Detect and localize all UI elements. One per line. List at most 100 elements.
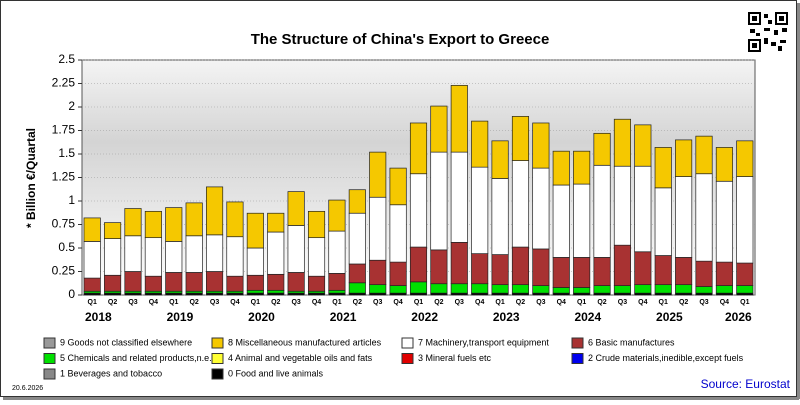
bar-segment bbox=[654, 255, 672, 286]
date: 20.6.2026 bbox=[12, 385, 43, 392]
bar-segment bbox=[144, 237, 162, 277]
shadow bbox=[797, 3, 800, 399]
source: Source: Eurostat bbox=[701, 377, 791, 391]
x-tick-label: Q2 bbox=[271, 299, 280, 306]
x-tick-label: Q2 bbox=[679, 299, 688, 306]
bar-segment bbox=[654, 187, 672, 256]
bar-segment bbox=[736, 285, 754, 294]
x-tick-label: Q1 bbox=[740, 299, 749, 306]
year-label: 2018 bbox=[85, 310, 112, 324]
bar-segment bbox=[287, 191, 305, 226]
bar-segment bbox=[471, 120, 489, 168]
bar-segment bbox=[593, 164, 611, 258]
x-tick-label: Q1 bbox=[251, 299, 260, 306]
legend-swatch bbox=[43, 353, 56, 364]
x-tick-label: Q4 bbox=[638, 299, 647, 306]
legend-label: 5 Chemicals and related products,n.e.s. bbox=[60, 353, 219, 363]
x-tick-label: Q4 bbox=[557, 299, 566, 306]
bar-segment bbox=[389, 167, 407, 206]
legend-swatch bbox=[43, 337, 56, 349]
bar-segment bbox=[450, 283, 468, 294]
x-tick-label: Q2 bbox=[516, 299, 525, 306]
bar-segment bbox=[206, 234, 224, 272]
bar-segment bbox=[369, 196, 387, 261]
bar-segment bbox=[450, 242, 468, 285]
x-tick-label: Q1 bbox=[169, 299, 178, 306]
bar-segment bbox=[552, 150, 570, 186]
bar-segment bbox=[165, 207, 183, 242]
bar-segment bbox=[634, 284, 652, 294]
bar-segment bbox=[226, 275, 244, 292]
bar-segment bbox=[267, 212, 285, 233]
x-tick-label: Q4 bbox=[393, 299, 402, 306]
bar-segment bbox=[287, 272, 305, 292]
bar-segment bbox=[491, 178, 509, 255]
bar-segment bbox=[430, 105, 448, 153]
bar-segment bbox=[675, 176, 693, 258]
bar-segment bbox=[267, 231, 285, 275]
x-tick-label: Q3 bbox=[699, 299, 708, 306]
bar-segment bbox=[124, 235, 142, 272]
bar-segment bbox=[206, 186, 224, 236]
bar-segment bbox=[267, 289, 285, 294]
bar-segment bbox=[573, 287, 591, 294]
bar-segment bbox=[511, 284, 530, 294]
year-label: 2023 bbox=[493, 310, 520, 324]
y-tick-label: 0.5 bbox=[58, 240, 75, 254]
y-tick-label: 0 bbox=[68, 287, 75, 301]
bar-segment bbox=[226, 236, 244, 277]
bar-segment bbox=[83, 277, 101, 292]
bar-segment bbox=[654, 147, 672, 189]
x-tick-label: Q3 bbox=[536, 299, 545, 306]
x-tick-label: Q1 bbox=[577, 299, 586, 306]
bar-segment bbox=[348, 263, 366, 284]
bar-segment bbox=[736, 262, 754, 286]
bar-segment bbox=[369, 259, 387, 286]
bar-segment bbox=[613, 165, 631, 246]
bar-segment bbox=[471, 253, 489, 285]
bar-segment bbox=[552, 287, 570, 294]
bar-segment bbox=[430, 151, 448, 251]
bar-segment bbox=[675, 257, 693, 286]
legend-label: 4 Animal and vegetable oils and fats bbox=[228, 353, 373, 363]
legend-label: 7 Machinery,transport equipment bbox=[418, 337, 549, 347]
x-tick-label: Q1 bbox=[332, 299, 341, 306]
bar-segment bbox=[511, 116, 530, 161]
x-tick-label: Q3 bbox=[373, 299, 382, 306]
bar-segment bbox=[226, 201, 244, 238]
bar-segment bbox=[715, 180, 733, 263]
bar-segment bbox=[83, 241, 101, 279]
bar-segment bbox=[532, 285, 550, 294]
year-label: 2019 bbox=[167, 310, 194, 324]
bar-segment bbox=[144, 210, 162, 239]
bar-segment bbox=[634, 251, 652, 286]
legend-swatch bbox=[571, 337, 584, 349]
bar-segment bbox=[389, 285, 407, 294]
bar-segment bbox=[573, 150, 591, 185]
legend-swatch bbox=[211, 368, 224, 380]
bar-segment bbox=[409, 122, 428, 175]
bar-segment bbox=[634, 165, 652, 253]
bar-segment bbox=[348, 189, 366, 214]
bar-segment bbox=[104, 274, 122, 292]
legend-label: 9 Goods not classified elsewhere bbox=[60, 337, 192, 347]
bar-segment bbox=[104, 238, 122, 276]
bar-segment bbox=[409, 281, 428, 294]
bar-segment bbox=[491, 254, 509, 286]
bar-segment bbox=[695, 260, 713, 287]
y-tick-label: 0.25 bbox=[52, 264, 76, 278]
legend-swatch bbox=[211, 337, 224, 349]
bar-segment bbox=[369, 284, 387, 294]
bar-segment bbox=[328, 230, 346, 274]
bar-segment bbox=[165, 272, 183, 292]
bar-segment bbox=[593, 285, 611, 294]
bar-segment bbox=[471, 166, 489, 254]
bar-segment bbox=[430, 283, 448, 294]
bar-segment bbox=[511, 160, 530, 248]
bar-segment bbox=[532, 167, 550, 250]
bar-segment bbox=[552, 184, 570, 258]
year-label: 2022 bbox=[411, 310, 438, 324]
x-tick-label: Q2 bbox=[597, 299, 606, 306]
year-label: 2024 bbox=[574, 310, 601, 324]
bar-segment bbox=[328, 199, 346, 232]
